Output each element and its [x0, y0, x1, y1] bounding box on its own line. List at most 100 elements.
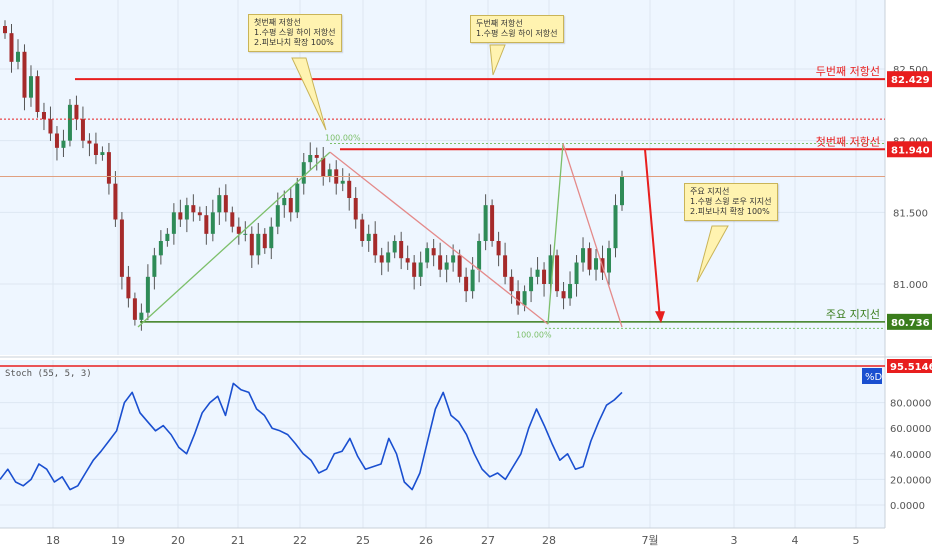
- annotation-line: 1.수평 스윙 로우 지지선: [690, 197, 772, 206]
- candle-down: [321, 157, 326, 177]
- candle-up: [152, 255, 157, 277]
- candle-up: [282, 198, 287, 206]
- candle-down: [490, 205, 495, 241]
- annotation-line: 주요 지지선: [690, 187, 730, 196]
- candle-up: [574, 262, 579, 284]
- candle-up: [15, 51, 20, 62]
- fib-leg-down: [562, 143, 623, 328]
- candle-down: [405, 258, 410, 263]
- candle-up: [607, 248, 612, 273]
- candle-up: [581, 248, 586, 263]
- stoch-title: Stoch (55, 5, 3): [5, 369, 92, 379]
- price-tag: 81.940: [891, 145, 930, 156]
- candle-up: [620, 176, 624, 206]
- price-tag-bg: [887, 71, 932, 88]
- candle-up: [613, 205, 618, 249]
- candle-down: [204, 215, 209, 234]
- candle-down: [249, 233, 254, 256]
- candle-up: [301, 162, 306, 184]
- candle-down: [457, 255, 462, 277]
- candle-down: [555, 255, 560, 292]
- candle-up: [139, 312, 144, 320]
- annotation-second-resistance: 두번째 저항선 1.수평 스윙 하이 저항선: [470, 15, 564, 43]
- candle-up: [451, 255, 456, 263]
- candle-up: [61, 140, 66, 148]
- stoch-value-tag-bg: [887, 359, 932, 373]
- candle-down: [347, 180, 352, 198]
- candle-up: [100, 152, 105, 155]
- price-tag: 80.736: [891, 318, 930, 329]
- candle-down: [87, 140, 92, 144]
- candle-up: [243, 233, 248, 235]
- stoch-tick-label: 80.0000: [890, 399, 931, 410]
- series-badge: %D: [865, 372, 883, 383]
- candle-up: [217, 195, 222, 213]
- candle-down: [561, 291, 566, 299]
- candle-down: [197, 212, 202, 216]
- annotation-line: 두번째 저항선: [476, 19, 523, 28]
- stoch-value-tag: 95.5146: [890, 362, 932, 373]
- candle-up: [535, 269, 540, 277]
- candle-up: [548, 255, 553, 284]
- candle-up: [327, 169, 332, 177]
- level-label: 주요 지지선: [826, 308, 880, 321]
- candle-up: [568, 284, 573, 299]
- candle-up: [67, 104, 72, 141]
- candle-up: [184, 205, 189, 220]
- price-tag: 82.429: [891, 75, 930, 86]
- candle-down: [126, 276, 131, 299]
- fib-label: 100.00%: [325, 134, 361, 143]
- time-axis-background: [0, 528, 932, 550]
- candle-down: [379, 255, 384, 263]
- price-pane-background: [0, 0, 885, 355]
- candle-up: [340, 180, 345, 184]
- series-badge-bg: [862, 368, 882, 384]
- stoch-tick-label: 40.0000: [890, 450, 931, 461]
- candle-down: [132, 298, 137, 320]
- time-tick-label: 18: [46, 534, 60, 547]
- time-tick-label: 21: [231, 534, 245, 547]
- candle-up: [171, 212, 176, 234]
- stoch-pane-background: [0, 360, 885, 528]
- candle-down: [119, 219, 124, 277]
- candle-up: [392, 241, 397, 253]
- candle-up: [275, 205, 280, 227]
- candle-down: [178, 212, 183, 220]
- stoch-tick-label: 20.0000: [890, 475, 931, 486]
- time-tick-label: 20: [171, 534, 185, 547]
- price-tag-bg: [887, 313, 932, 330]
- time-tick-label: 26: [419, 534, 433, 547]
- time-tick-label: 25: [356, 534, 370, 547]
- candle-up: [386, 252, 391, 263]
- fib-leg-down: [329, 151, 549, 325]
- time-tick-label: 4: [792, 534, 799, 547]
- candle-up: [366, 233, 371, 241]
- candle-down: [438, 255, 443, 270]
- callout-pointer: [291, 57, 327, 131]
- candle-down: [74, 104, 79, 120]
- candle-down: [48, 119, 53, 134]
- callout-pointer: [696, 225, 729, 283]
- time-tick-label: 28: [542, 534, 556, 547]
- candle-down: [54, 133, 59, 148]
- candle-down: [106, 152, 111, 184]
- time-tick-label: 3: [731, 534, 738, 547]
- level-label: 첫번째 저항선: [816, 135, 880, 148]
- projection-arrowhead: [655, 311, 665, 324]
- candle-down: [22, 51, 27, 98]
- fib-label: 100.00%: [516, 330, 552, 339]
- candle-down: [587, 248, 592, 270]
- annotation-line: 2.피보나치 확장 100%: [254, 38, 334, 47]
- candle-down: [431, 248, 436, 256]
- candle-down: [223, 195, 228, 213]
- candle-up: [210, 212, 215, 234]
- fib-leg-up: [137, 151, 331, 328]
- candle-down: [360, 219, 365, 241]
- price-tag-bg: [887, 141, 932, 158]
- candle-down: [9, 33, 14, 62]
- annotation-line: 첫번째 저항선: [254, 18, 301, 27]
- candle-up: [483, 205, 488, 241]
- candle-down: [288, 198, 293, 213]
- candle-down: [236, 226, 241, 234]
- candle-up: [418, 262, 423, 277]
